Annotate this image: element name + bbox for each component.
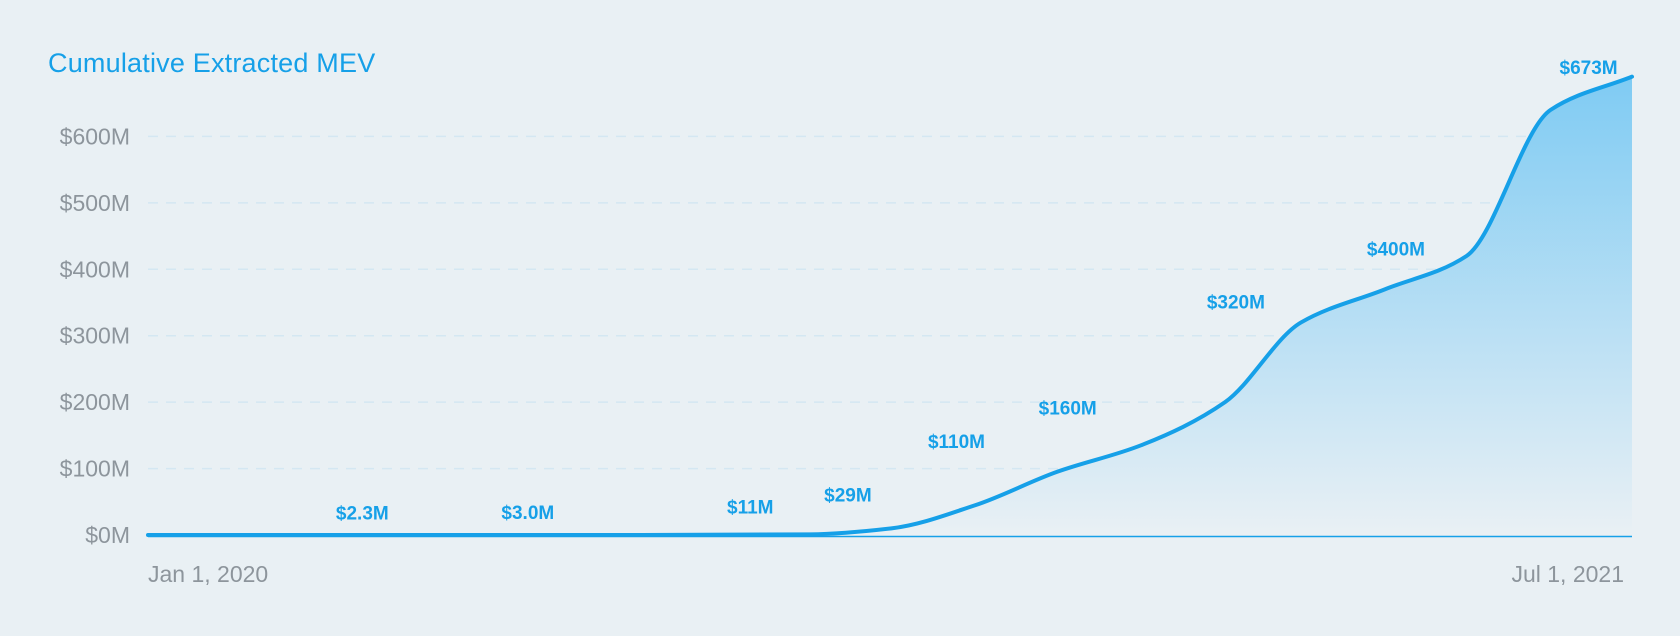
data-label: $29M <box>824 486 872 507</box>
data-label: $2.3M <box>336 503 389 524</box>
data-label: $400M <box>1367 239 1425 260</box>
data-label: $160M <box>1039 399 1097 420</box>
grid-lines <box>148 135 1632 470</box>
data-label: $3.0M <box>501 503 554 524</box>
y-tick-label: $500M <box>60 190 130 216</box>
series-line <box>146 74 1634 537</box>
x-tick-label: Jul 1, 2021 <box>1511 561 1624 587</box>
area-layer <box>146 74 1634 537</box>
x-tick-label: Jan 1, 2020 <box>148 561 268 587</box>
chart-title: Cumulative Extracted MEV <box>48 48 376 78</box>
y-tick-label: $0M <box>85 522 130 548</box>
data-labels: $2.3M $3.0M $11M $29M $110M $160M $320M $400M $6… <box>336 58 1618 525</box>
data-label: $110M <box>928 432 985 453</box>
data-label: $673M <box>1560 58 1618 79</box>
y-tick-label: $400M <box>60 256 130 282</box>
y-tick-label: $600M <box>60 123 130 149</box>
area-fill <box>148 76 1632 535</box>
data-label: $320M <box>1207 292 1265 313</box>
y-axis-ticks: $0M $100M $200M $300M $400M $500M $600M <box>60 123 130 548</box>
x-axis-ticks: Jan 1, 2020 Jul 1, 2021 <box>148 561 1624 587</box>
data-label: $11M <box>727 498 773 519</box>
y-tick-label: $200M <box>60 389 130 415</box>
y-tick-label: $100M <box>60 456 130 482</box>
y-tick-label: $300M <box>60 323 130 349</box>
